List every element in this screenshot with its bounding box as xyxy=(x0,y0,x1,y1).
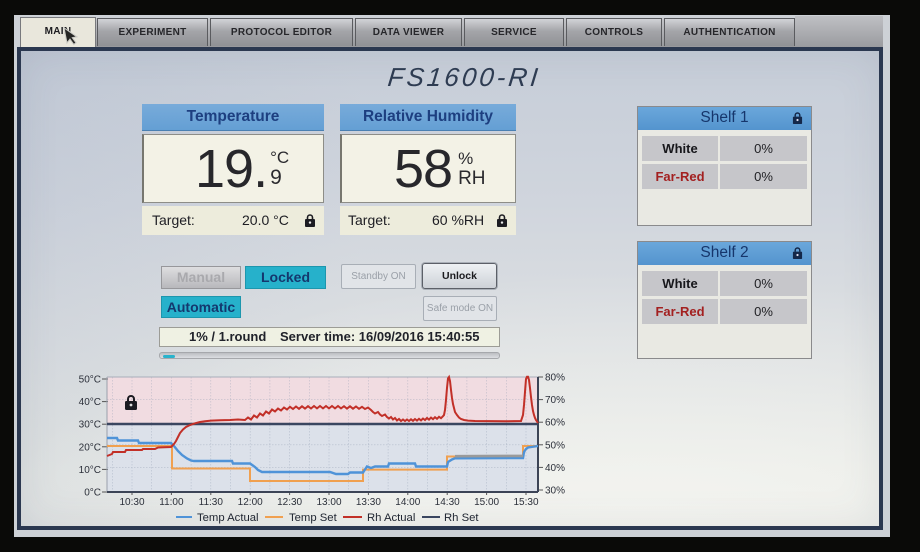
svg-text:50°C: 50°C xyxy=(79,375,101,386)
svg-text:Temp Actual: Temp Actual xyxy=(197,512,259,524)
svg-text:20°C: 20°C xyxy=(79,442,101,453)
svg-text:40°C: 40°C xyxy=(79,397,101,408)
svg-text:14:00: 14:00 xyxy=(395,497,420,508)
svg-text:50%: 50% xyxy=(545,440,565,451)
svg-text:Rh Actual: Rh Actual xyxy=(367,512,415,524)
svg-text:70%: 70% xyxy=(545,395,565,406)
svg-text:15:00: 15:00 xyxy=(474,497,499,508)
svg-text:30°C: 30°C xyxy=(79,420,101,431)
svg-text:14:30: 14:30 xyxy=(435,497,460,508)
svg-text:10:30: 10:30 xyxy=(119,497,144,508)
svg-text:13:00: 13:00 xyxy=(316,497,341,508)
svg-text:30%: 30% xyxy=(545,486,565,497)
svg-text:12:30: 12:30 xyxy=(277,497,302,508)
svg-text:Temp Set: Temp Set xyxy=(289,512,338,524)
svg-text:11:30: 11:30 xyxy=(199,497,224,508)
svg-text:0°C: 0°C xyxy=(84,488,101,499)
svg-text:80%: 80% xyxy=(545,373,565,384)
svg-text:60%: 60% xyxy=(545,418,565,429)
svg-text:10°C: 10°C xyxy=(79,465,101,476)
svg-text:11:00: 11:00 xyxy=(159,497,184,508)
svg-text:40%: 40% xyxy=(545,463,565,474)
svg-text:13:30: 13:30 xyxy=(356,497,381,508)
svg-text:12:00: 12:00 xyxy=(238,497,263,508)
svg-text:Rh Set: Rh Set xyxy=(444,512,479,524)
svg-text:15:30: 15:30 xyxy=(513,497,538,508)
